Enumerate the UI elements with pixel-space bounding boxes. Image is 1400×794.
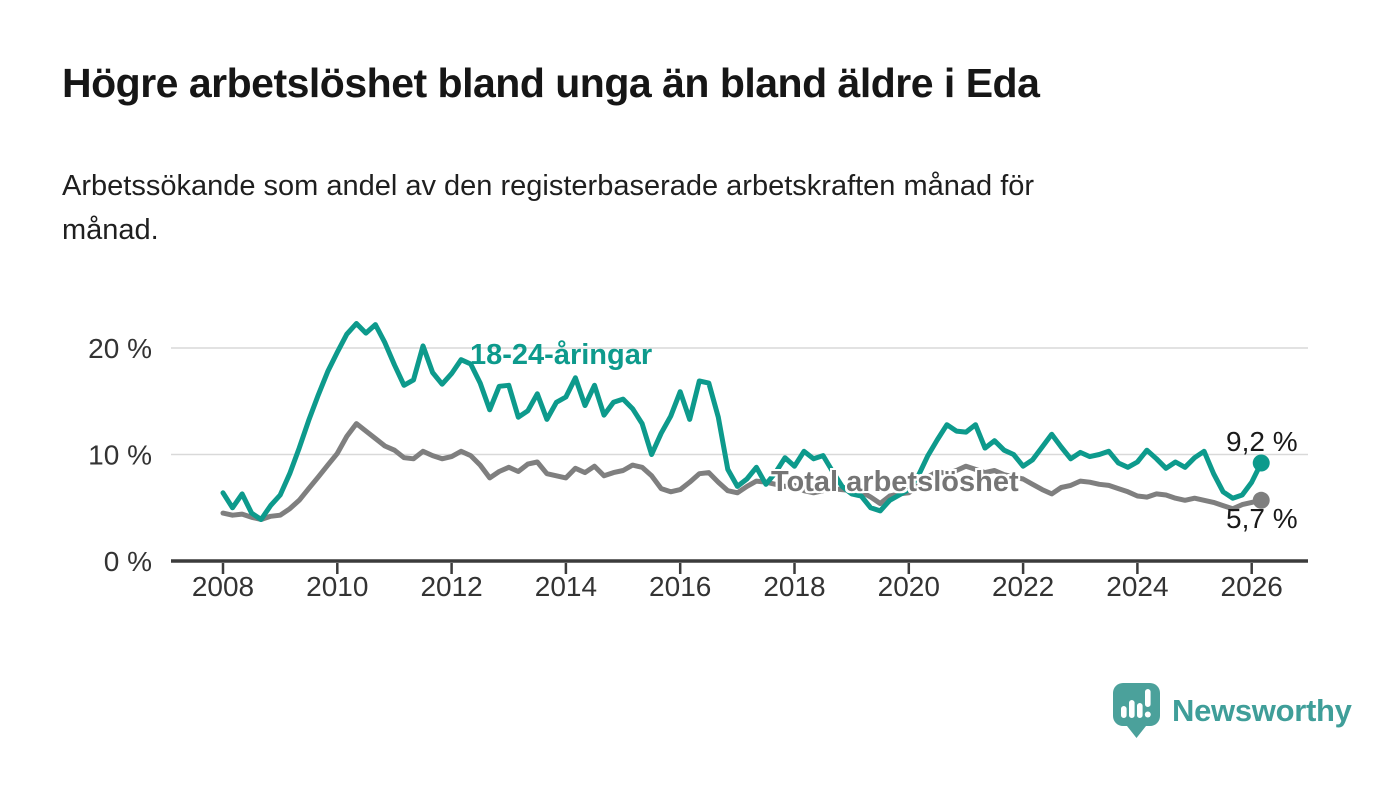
- x-tick-label: 2018: [763, 571, 825, 602]
- logo-bar-1: [1121, 706, 1127, 718]
- series-line: [220, 321, 1264, 522]
- x-tick-label: 2010: [306, 571, 368, 602]
- x-tick-label: 2016: [649, 571, 711, 602]
- newsworthy-logo: Newsworthy: [1112, 682, 1352, 739]
- logo-bubble-shape: [1113, 683, 1160, 738]
- series-end-dot: [1252, 491, 1270, 509]
- series-line: [220, 421, 1264, 522]
- newsworthy-wordmark: Newsworthy: [1172, 692, 1352, 728]
- subtitle-line-1: Arbetssökande som andel av den registerb…: [62, 170, 1035, 202]
- subtitle-line-2: månad.: [62, 214, 159, 246]
- x-tick-label: 2020: [878, 571, 940, 602]
- x-tick-label: 2014: [535, 571, 597, 602]
- page-title: Högre arbetslöshet bland unga än bland ä…: [62, 60, 1040, 106]
- y-tick-label: 0 %: [104, 546, 152, 577]
- logo-exclamation-bar: [1145, 689, 1151, 707]
- logo-bar-2: [1129, 700, 1135, 718]
- series-end-dot: [1252, 454, 1270, 472]
- x-tick-label: 2012: [420, 571, 482, 602]
- x-tick-label: 2022: [992, 571, 1054, 602]
- x-tick-label: 2024: [1106, 571, 1168, 602]
- logo-exclamation-dot: [1144, 711, 1151, 718]
- x-tick-label: 2026: [1221, 571, 1283, 602]
- series-label-young: 18-24-åringar: [470, 339, 653, 371]
- end-value-young: 9,2 %: [1226, 426, 1298, 457]
- y-tick-label: 10 %: [88, 440, 152, 471]
- logo-bar-3: [1137, 703, 1143, 718]
- x-tick-label: 2008: [192, 571, 254, 602]
- y-tick-label: 20 %: [88, 333, 152, 364]
- chart-subtitle: Arbetssökande som andel av den registerb…: [62, 164, 1342, 252]
- newsworthy-logo-icon: [1113, 683, 1160, 738]
- end-value-total: 5,7 %: [1226, 503, 1298, 534]
- series-label-total: Total arbetslöshet: [771, 466, 1019, 498]
